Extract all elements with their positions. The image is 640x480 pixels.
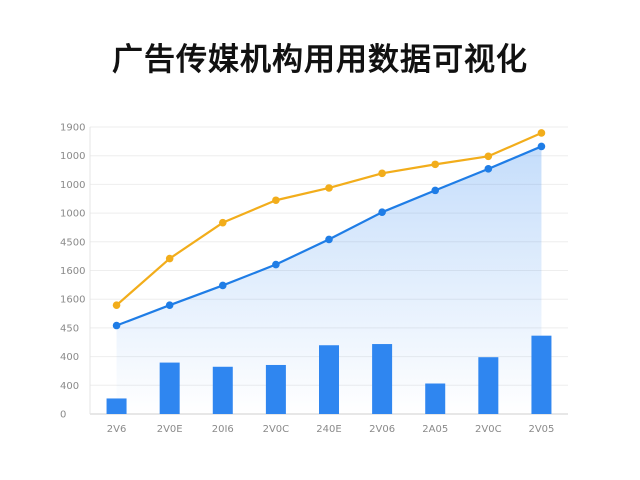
x-tick-label: 2V6 (107, 424, 127, 435)
x-tick-label: 240E (316, 424, 341, 435)
data-point (218, 218, 227, 227)
data-point (112, 321, 121, 330)
bar-layer (106, 335, 552, 414)
page-title: 广告传媒机构用用数据可视化 (112, 42, 528, 78)
line-layer (112, 129, 546, 330)
bar (372, 344, 393, 414)
y-tick-label: 4500 (60, 237, 85, 248)
y-tick-label: 400 (60, 352, 79, 363)
x-tick-label: 20I6 (212, 424, 234, 435)
bar (265, 364, 286, 414)
bar (425, 383, 446, 414)
data-point (431, 186, 440, 195)
data-point (165, 254, 174, 263)
y-axis-ticks: 0 400 400 450 1600 1600 4500 1000 1000 1000 1900 (60, 123, 85, 421)
x-tick-label: 2V0C (475, 424, 502, 435)
data-point (272, 196, 280, 205)
x-axis-ticks: 2V6 2V0E 20I6 2V0C 240E 2V06 2A05 2V0C 2V05 (107, 424, 555, 435)
y-tick-label: 1000 (60, 151, 85, 162)
data-point (431, 160, 440, 169)
x-tick-label: 2V05 (528, 424, 554, 435)
y-tick-label: 1900 (60, 123, 85, 134)
data-point (484, 152, 493, 161)
data-point (378, 208, 386, 217)
y-tick-label: 1600 (60, 266, 85, 277)
bar (159, 362, 180, 414)
data-point (378, 169, 386, 178)
data-point (537, 129, 546, 137)
bar (319, 345, 339, 414)
x-tick-label: 2A05 (422, 424, 448, 435)
y-tick-label: 1000 (60, 180, 85, 191)
data-point (484, 165, 493, 173)
data-point (112, 301, 121, 309)
y-tick-label: 1600 (60, 295, 85, 306)
y-tick-label: 450 (60, 323, 79, 334)
y-tick-label: 0 (60, 410, 66, 421)
area-layer (116, 146, 542, 414)
bar (531, 335, 552, 414)
data-point (272, 260, 280, 269)
x-tick-label: 2V0C (263, 424, 290, 435)
bar (478, 357, 499, 414)
area-fill (116, 146, 542, 414)
data-point (325, 235, 333, 244)
bar (212, 366, 233, 414)
data-point (537, 142, 546, 151)
bar (106, 398, 127, 414)
data-point (165, 301, 174, 309)
data-point (325, 184, 333, 192)
data-point (218, 281, 227, 290)
x-tick-label: 2V06 (369, 424, 395, 435)
y-tick-label: 400 (60, 381, 79, 392)
x-tick-label: 2V0E (157, 424, 183, 435)
y-tick-label: 1000 (60, 209, 85, 220)
